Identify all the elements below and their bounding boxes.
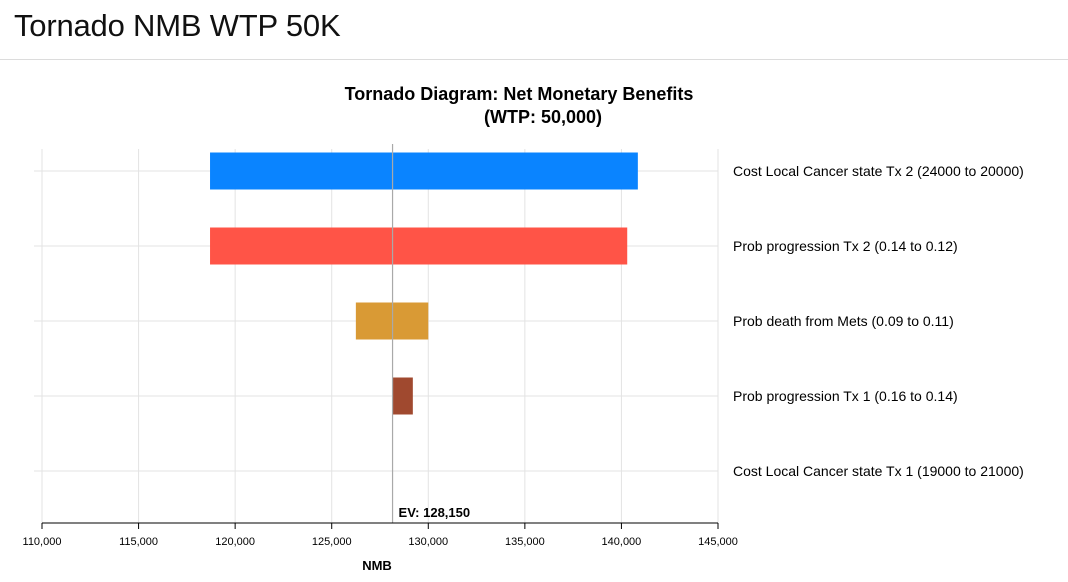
category-label: Prob progression Tx 2 (0.14 to 0.12): [733, 238, 958, 254]
chart-subtitle: (WTP: 50,000): [484, 107, 602, 127]
x-tick-label: 145,000: [698, 536, 738, 548]
tornado-chart: Tornado Diagram: Net Monetary Benefits (…: [23, 84, 1024, 573]
x-axis: 110,000 115,000 120,000 125,000 130,000 135,0…: [23, 522, 738, 548]
bar: [392, 377, 413, 415]
x-tick-label: 115,000: [119, 536, 158, 548]
category-label: Prob progression Tx 1 (0.16 to 0.14): [733, 388, 958, 404]
category-label: Prob death from Mets (0.09 to 0.11): [733, 313, 954, 329]
page-header: Tornado NMB WTP 50K: [0, 0, 1068, 60]
category-label: Cost Local Cancer state Tx 1 (19000 to 2…: [733, 463, 1024, 479]
x-tick-label: 110,000: [23, 536, 62, 548]
ev-label: EV: 128,150: [399, 505, 471, 520]
page-title: Tornado NMB WTP 50K: [14, 8, 341, 43]
chart-title: Tornado Diagram: Net Monetary Benefits: [345, 84, 694, 104]
category-label: Cost Local Cancer state Tx 2 (24000 to 2…: [733, 163, 1024, 179]
x-tick-label: 120,000: [215, 536, 255, 548]
x-tick-label: 140,000: [602, 536, 642, 548]
x-tick-label: 125,000: [312, 536, 352, 548]
x-axis-title: NMB: [362, 558, 392, 573]
bar: [210, 227, 628, 265]
bar: [210, 152, 638, 190]
x-tick-label: 130,000: [408, 536, 448, 548]
x-tick-label: 135,000: [505, 536, 545, 548]
category-labels: Cost Local Cancer state Tx 2 (24000 to 2…: [733, 163, 1024, 479]
bars: EV: 128,150: [210, 144, 638, 523]
